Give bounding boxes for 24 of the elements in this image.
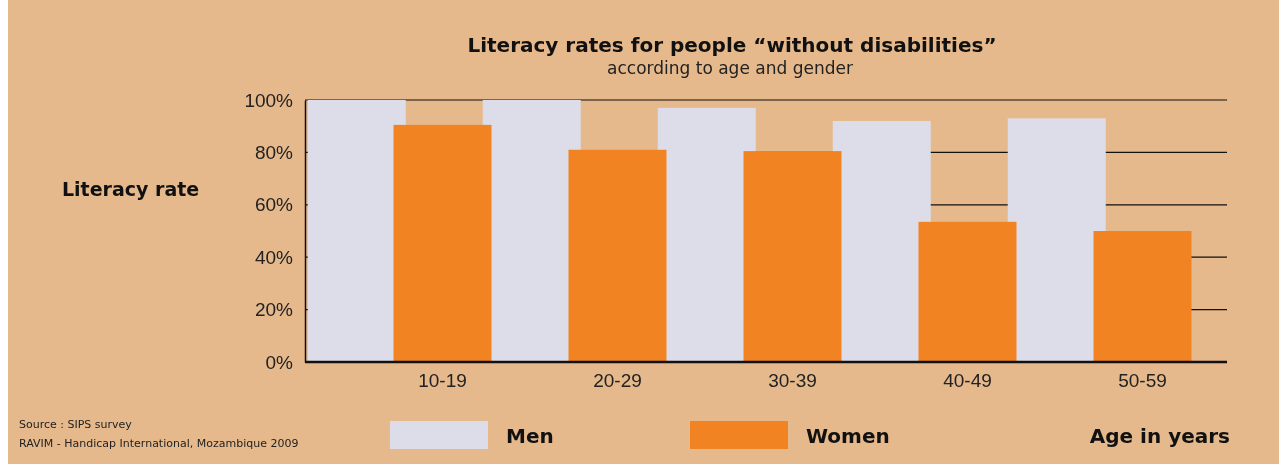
y-tick-label: 100% (244, 89, 294, 111)
x-tick-label: 40-49 (943, 370, 992, 392)
x-tick-label: 30-39 (768, 370, 817, 392)
x-tick-label: 50-59 (1118, 370, 1167, 392)
source-note: Source : SIPS survey (19, 418, 133, 431)
y-tick-label: 20% (254, 299, 294, 321)
text: RAVIM - Handicap International, Mozambique 2009 (19, 437, 299, 450)
legend-label: Women (806, 424, 890, 448)
bar (568, 149, 667, 362)
chart-subtitle: according to age and gender (607, 58, 853, 78)
y-tick-label: 0% (265, 351, 294, 373)
y-tick-label: 60% (254, 194, 294, 216)
y-tick-label: 80% (254, 141, 294, 163)
bar (918, 221, 1017, 362)
chart-title: Literacy rates for people “without disabilities” (467, 33, 997, 57)
bar (1093, 231, 1192, 362)
y-axis-title: Literacy rate (62, 178, 200, 200)
x-axis-title: Age in years (1089, 424, 1230, 448)
x-tick-label: 10-19 (418, 370, 467, 392)
x-tick-label: 20-29 (593, 370, 642, 392)
legend-label: Men (506, 424, 554, 448)
y-tick-label: 40% (254, 246, 294, 268)
bar (743, 151, 842, 362)
bar (393, 124, 492, 362)
